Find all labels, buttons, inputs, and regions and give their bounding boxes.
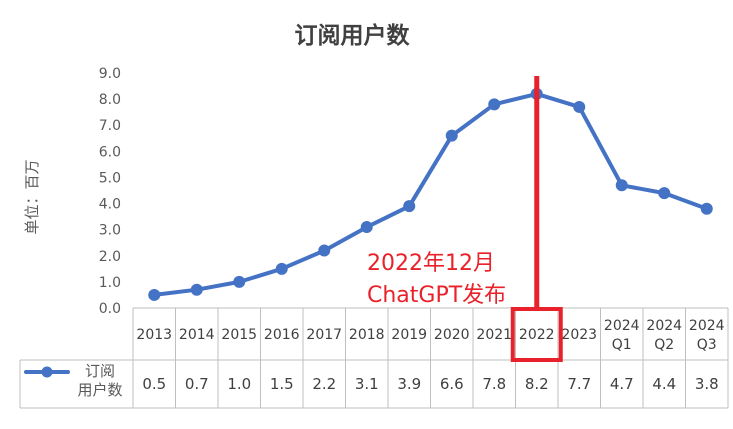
x-tick-label: 2014 <box>179 327 215 343</box>
y-tick-label: 5.0 <box>99 170 121 186</box>
data-table-value: 7.8 <box>482 375 506 393</box>
data-point <box>275 262 288 275</box>
x-tick-label: 2020 <box>434 327 470 343</box>
data-point <box>700 202 713 215</box>
x-tick-label: 2021 <box>476 327 512 343</box>
data-table-values: 0.5 0.7 1.0 1.5 2.2 3.1 3.9 6.6 7.8 8.2 7.7 4.7 4.4 3… <box>142 375 718 393</box>
legend-point-marker <box>41 366 53 378</box>
data-table-value: 4.7 <box>610 375 634 393</box>
y-tick-label: 1.0 <box>99 275 121 291</box>
y-axis-ticks: 0.0 1.0 2.0 3.0 4.0 5.0 6.0 7.0 8.0 9.0 <box>99 66 121 317</box>
x-tick-label: 2022 <box>519 327 555 343</box>
data-point <box>190 283 203 296</box>
data-table-value: 8.2 <box>525 375 549 393</box>
legend-label: 订阅用户数 <box>77 362 122 399</box>
x-tick-label: 2024 Q3 <box>689 318 725 353</box>
annotation: 2022年12月 ChatGPT发布 <box>367 76 563 362</box>
data-point <box>445 129 458 142</box>
data-table-value: 1.0 <box>227 375 251 393</box>
series-layer <box>148 87 713 301</box>
x-tick-label: 2023 <box>561 327 597 343</box>
annotation-text: ChatGPT发布 <box>367 283 506 308</box>
data-table-value: 3.1 <box>355 375 379 393</box>
annotation-text: 2022年12月 <box>367 251 495 276</box>
y-axis-label: 单位：百万 <box>23 159 41 234</box>
data-point <box>233 275 246 288</box>
x-axis-labels: 2013 2014 2015 2016 2017 2018 2019 2020 2021 2022… <box>136 318 724 353</box>
data-point <box>658 187 671 200</box>
data-point <box>318 244 331 257</box>
data-point <box>615 179 628 192</box>
legend: 订阅用户数 <box>24 362 123 399</box>
x-tick-label: 2024 Q1 <box>604 318 640 353</box>
data-table-value: 3.8 <box>695 375 719 393</box>
x-tick-label: 2019 <box>391 327 427 343</box>
data-point <box>360 221 373 234</box>
x-tick-label: 2018 <box>349 327 385 343</box>
y-tick-label: 4.0 <box>99 197 121 213</box>
data-table-value: 7.7 <box>567 375 591 393</box>
y-tick-label: 7.0 <box>99 118 121 134</box>
x-tick-label: 2015 <box>221 327 257 343</box>
x-tick-label: 2016 <box>264 327 300 343</box>
data-table-value: 3.9 <box>397 375 421 393</box>
x-tick-label: 2024 Q2 <box>646 318 682 353</box>
data-table-value: 0.5 <box>142 375 166 393</box>
y-tick-label: 2.0 <box>99 249 121 265</box>
y-tick-label: 9.0 <box>99 66 121 82</box>
data-point <box>403 200 416 213</box>
data-table-grid <box>19 307 729 409</box>
data-point <box>148 288 161 301</box>
data-table-value: 1.5 <box>270 375 294 393</box>
chart-title: 订阅用户数 <box>295 22 411 49</box>
data-table-value: 6.6 <box>440 375 464 393</box>
series-line <box>152 91 709 297</box>
data-table-value: 2.2 <box>312 375 336 393</box>
y-tick-label: 3.0 <box>99 223 121 239</box>
data-table-value: 4.4 <box>652 375 676 393</box>
y-tick-label: 8.0 <box>99 92 121 108</box>
data-point <box>573 100 586 113</box>
x-tick-label: 2013 <box>136 327 172 343</box>
x-tick-label: 2017 <box>306 327 342 343</box>
y-tick-label: 6.0 <box>99 144 121 160</box>
y-tick-label: 0.0 <box>99 301 121 317</box>
data-table-value: 0.7 <box>185 375 209 393</box>
annotation-highlight-box <box>510 307 563 362</box>
data-point <box>488 98 501 111</box>
